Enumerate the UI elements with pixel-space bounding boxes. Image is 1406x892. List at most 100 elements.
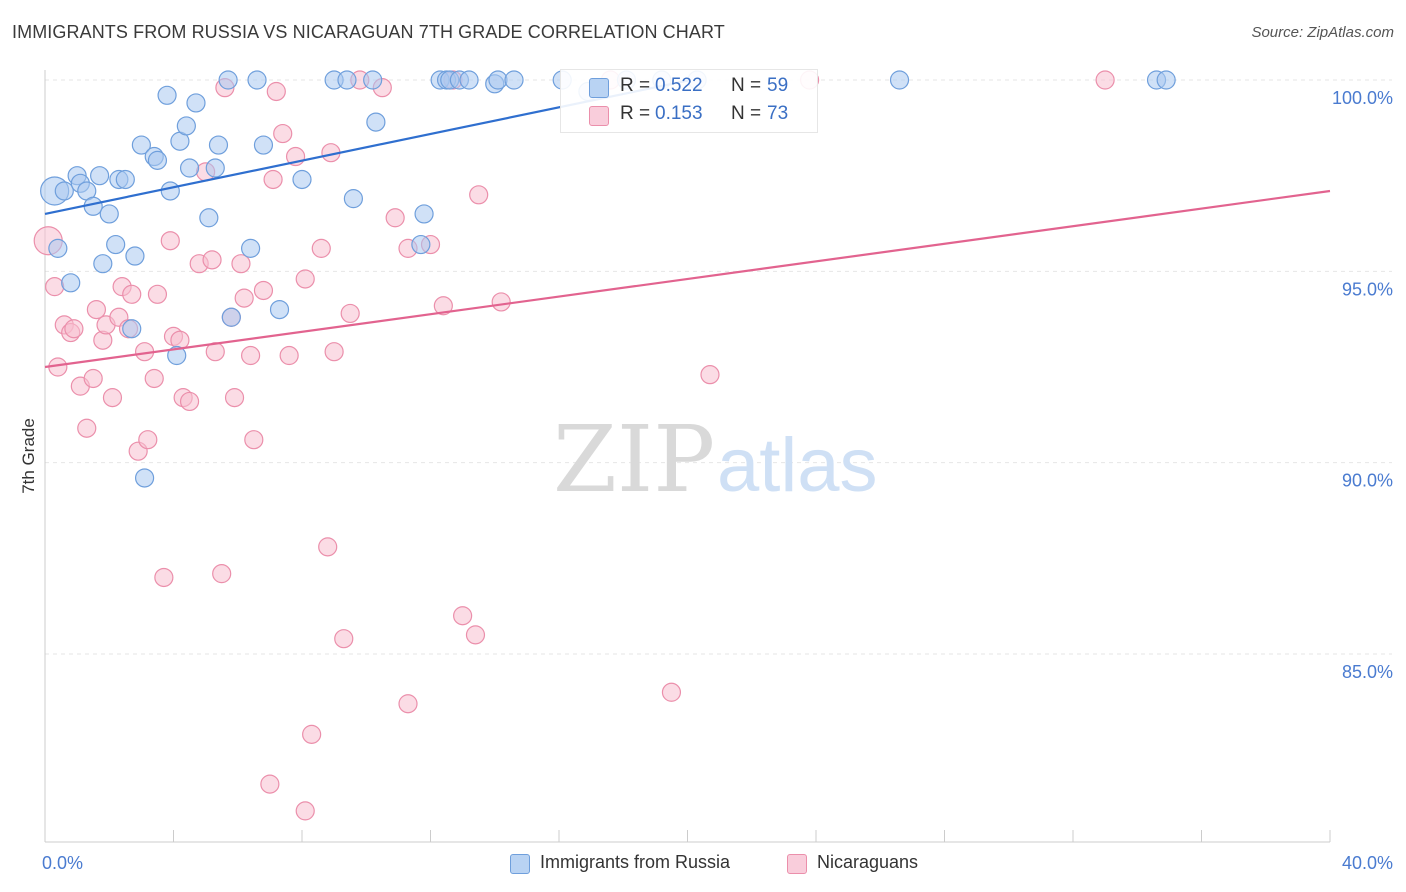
- russia-point: [134, 468, 155, 488]
- legend-r-label: R =: [620, 103, 651, 124]
- nicaraguans-point: [453, 606, 473, 626]
- series-russia-points: [40, 70, 1176, 488]
- legend-n-value: 59: [767, 75, 789, 96]
- legend-r-value: 0.522: [655, 75, 703, 96]
- nicaraguans-point: [266, 81, 286, 102]
- russia-point: [199, 208, 219, 228]
- nicaraguans-point: [302, 724, 322, 744]
- russia-point: [157, 85, 177, 105]
- trend-line-nicaraguans: [44, 189, 1331, 369]
- x-tick-label-right: 40.0%: [1342, 853, 1393, 873]
- watermark-atlas: atlas: [717, 423, 878, 508]
- nicaraguans-point: [144, 368, 164, 389]
- watermark: ZIP atlas: [553, 406, 878, 513]
- nicaraguans-point: [433, 296, 453, 316]
- russia-point: [363, 70, 383, 90]
- nicaraguans-point: [147, 284, 168, 304]
- nicaraguans-point: [279, 345, 299, 366]
- grid-lines: [45, 79, 1392, 655]
- nicaraguans-point: [244, 430, 264, 450]
- russia-point: [1156, 70, 1176, 90]
- russia-point: [366, 112, 386, 132]
- russia-point: [337, 70, 357, 90]
- russia-point: [241, 238, 261, 258]
- nicaraguans-point: [260, 774, 280, 794]
- axes: [44, 70, 1331, 843]
- russia-point: [186, 93, 206, 113]
- nicaraguans-point: [469, 185, 489, 205]
- nicaraguans-point: [263, 169, 283, 190]
- russia-point: [247, 70, 267, 90]
- russia-point: [205, 158, 225, 178]
- russia-point: [125, 246, 145, 266]
- legend-n-value: 73: [767, 103, 789, 124]
- russia-point: [93, 254, 113, 274]
- nicaraguans-point: [231, 254, 251, 274]
- legend-swatch-russia: [589, 78, 609, 98]
- nicaraguans-point: [102, 388, 123, 408]
- nicaraguans-point: [45, 277, 65, 297]
- russia-point: [218, 70, 238, 90]
- nicaraguans-point: [86, 300, 107, 320]
- legend-r-label: R =: [620, 75, 651, 96]
- russia-point: [61, 273, 81, 293]
- russia-point: [488, 70, 508, 90]
- russia-point: [54, 181, 74, 201]
- nicaraguans-point: [138, 430, 158, 450]
- nicaraguans-point: [160, 231, 180, 251]
- nicaraguans-point: [491, 292, 511, 312]
- nicaraguans-point: [64, 319, 84, 339]
- tick-labels: 100.0% 95.0% 90.0% 85.0% 0.0% 40.0%: [42, 88, 1393, 873]
- legend-swatch-nicaraguans: [589, 106, 609, 126]
- russia-point: [343, 189, 363, 209]
- nicaraguans-point: [465, 625, 486, 645]
- nicaraguans-point: [202, 250, 222, 270]
- nicaraguans-point: [273, 123, 293, 144]
- nicaraguans-point: [700, 365, 720, 385]
- russia-point: [167, 345, 187, 366]
- nicaraguans-point: [334, 629, 354, 649]
- nicaraguans-point: [179, 391, 200, 412]
- nicaraguans-point: [241, 345, 261, 366]
- y-tick-label: 100.0%: [1332, 88, 1393, 108]
- russia-point: [48, 238, 68, 258]
- russia-point: [889, 70, 910, 90]
- russia-point: [147, 150, 168, 170]
- russia-point: [253, 135, 274, 155]
- y-axis-label: 7th Grade: [19, 418, 38, 494]
- y-tick-label: 90.0%: [1342, 471, 1393, 491]
- russia-point: [292, 169, 312, 190]
- nicaraguans-point: [234, 288, 254, 308]
- nicaraguans-point: [154, 567, 174, 588]
- russia-point: [160, 181, 180, 201]
- russia-point: [208, 135, 229, 155]
- russia-point: [176, 116, 196, 136]
- nicaraguans-point: [77, 418, 97, 438]
- stats-legend: R = 0.522 N = 59 R = 0.153 N = 73: [560, 69, 818, 133]
- nicaraguans-point: [122, 284, 142, 304]
- watermark-zip: ZIP: [553, 406, 715, 513]
- nicaraguans-point: [340, 303, 360, 324]
- nicaraguans-point: [661, 682, 682, 702]
- legend-n-label: N =: [731, 75, 762, 96]
- nicaraguans-point: [385, 208, 405, 228]
- bottom-legend-swatch-nicaraguans: [787, 854, 807, 874]
- bottom-legend-label-russia: Immigrants from Russia: [540, 852, 731, 872]
- russia-point: [90, 166, 110, 186]
- russia-point: [99, 204, 119, 224]
- legend-r-value: 0.153: [655, 103, 703, 124]
- nicaraguans-point: [318, 537, 338, 557]
- nicaraguans-point: [398, 694, 418, 714]
- russia-point: [459, 70, 479, 90]
- russia-point: [504, 70, 524, 90]
- russia-point: [179, 158, 200, 178]
- bottom-legend-swatch-russia: [510, 854, 530, 874]
- x-tick-label-left: 0.0%: [42, 853, 83, 873]
- chart-title: IMMIGRANTS FROM RUSSIA VS NICARAGUAN 7TH…: [12, 22, 725, 42]
- nicaraguans-point: [212, 564, 232, 584]
- legend-row-nicaraguans: R = 0.153 N = 73: [561, 101, 817, 129]
- russia-point: [221, 307, 241, 327]
- russia-point: [411, 234, 431, 255]
- russia-point: [115, 169, 135, 190]
